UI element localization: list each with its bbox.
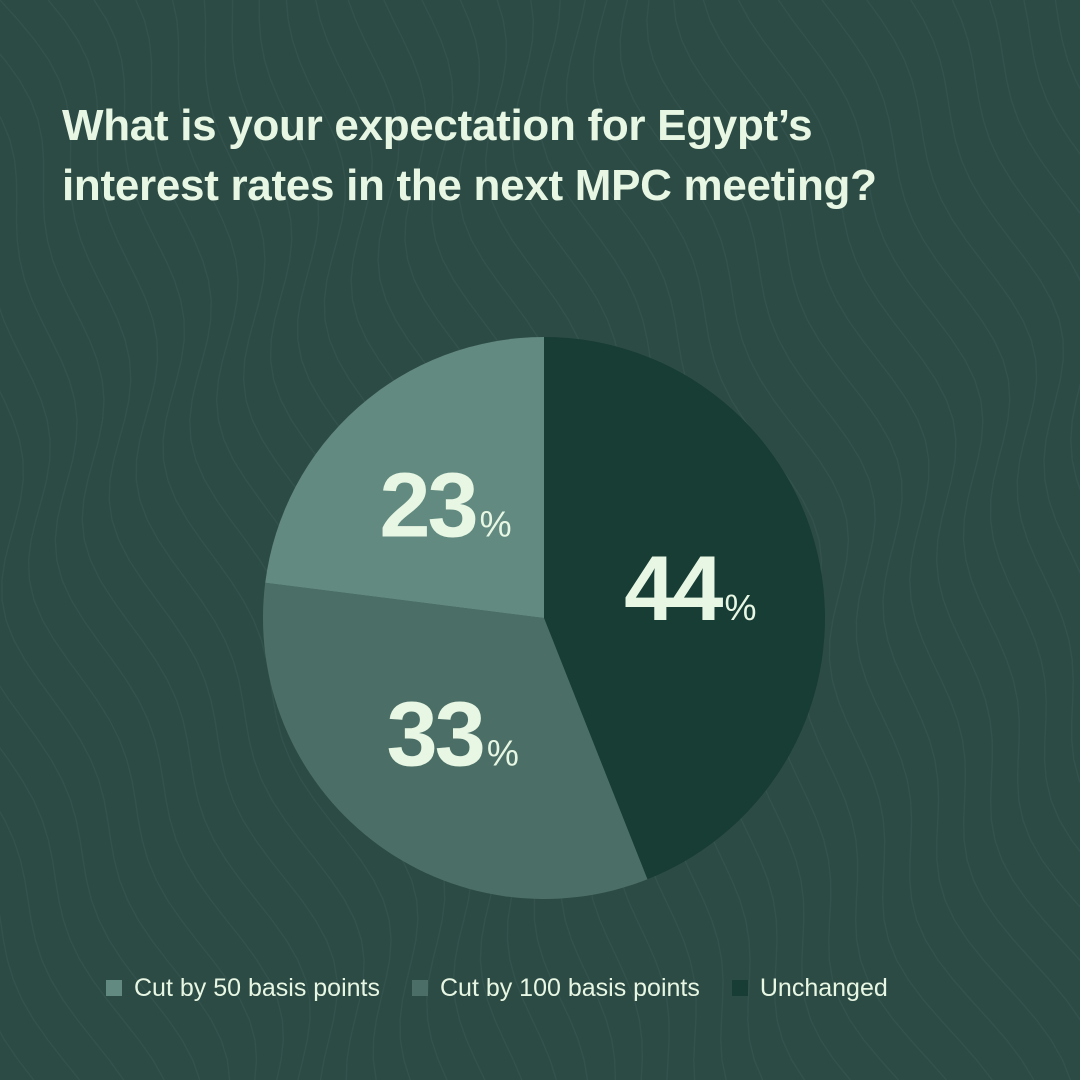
background-wave-line <box>702 0 1080 1021</box>
legend-item-unchanged: Unchanged <box>731 970 888 1006</box>
background-wave-line <box>0 115 285 1080</box>
background-wave-line <box>951 0 1080 491</box>
background-wave-line <box>821 0 1080 853</box>
chart-legend: Cut by 50 basis points Cut by 100 basis … <box>106 970 920 1006</box>
data-label-cut-by-50-basis-points: 23% <box>379 454 511 556</box>
background-wave-line <box>0 746 165 1080</box>
background-wave-line <box>135 0 419 1080</box>
background-wave-line <box>777 0 1080 908</box>
data-label-cut-by-100-basis-points: 33% <box>387 684 519 786</box>
background-wave-line <box>47 0 365 1080</box>
chart-title-line-1: What is your expectation for Egypt’s <box>62 101 813 150</box>
background-wave-line <box>0 390 231 1080</box>
pie-slice-unchanged <box>544 337 826 880</box>
legend-label-unchanged: Unchanged <box>759 974 888 1002</box>
background-wave-line <box>0 53 311 1080</box>
background-wave-line <box>989 0 1080 215</box>
background-wave-line <box>619 0 993 1080</box>
legend-label-cut-50: Cut by 50 basis points <box>134 974 380 1002</box>
legend-item-cut-50: Cut by 50 basis points <box>106 970 380 1006</box>
background-wave-line <box>737 0 1080 962</box>
background-wave-line <box>0 810 125 1080</box>
background-wave-line <box>93 0 392 1080</box>
background-wave-line <box>592 0 948 1080</box>
legend-label-cut-100: Cut by 100 basis points <box>439 974 700 1002</box>
background-wave-line <box>0 684 201 1080</box>
legend-item-cut-100: Cut by 100 basis points <box>411 970 700 1006</box>
background-wave-line <box>0 0 338 1080</box>
background-wave-line <box>646 0 1035 1080</box>
background-wave-line <box>866 0 1080 784</box>
legend-swatch-cut-50 <box>106 980 122 996</box>
chart-title-line-2: interest rates in the next MPC meeting? <box>62 161 877 210</box>
background-wave-line <box>673 0 1072 1080</box>
legend-swatch-cut-100 <box>411 980 428 996</box>
legend-swatch-unchanged <box>731 980 748 996</box>
pie-slice-cut-by-100-basis-points <box>263 582 648 899</box>
chart-title: What is your expectation for Egypt’s int… <box>62 96 1022 216</box>
background-wave-line <box>910 0 1080 575</box>
pie-slice-cut-by-50-basis-points <box>265 337 544 618</box>
background-wave-line <box>0 307 258 1080</box>
data-label-unchanged: 44% <box>624 538 756 640</box>
